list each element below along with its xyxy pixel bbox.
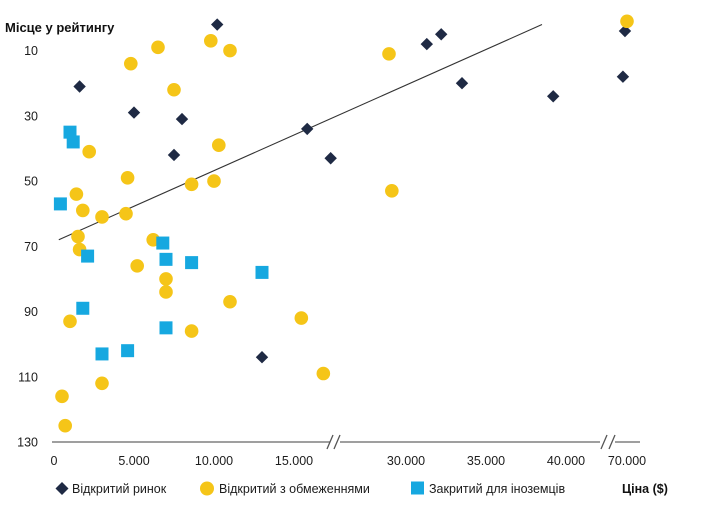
legend-label-closed: Закритий для іноземців <box>429 482 565 496</box>
point-open <box>420 37 433 51</box>
point-restricted <box>119 206 133 221</box>
point-restricted <box>159 272 173 286</box>
axis-break-mark-right <box>600 434 616 450</box>
point-open <box>73 80 86 93</box>
legend-diamond-icon <box>55 482 69 495</box>
point-closed <box>159 252 173 266</box>
point-restricted <box>124 56 138 71</box>
point-closed <box>66 135 80 149</box>
point-restricted <box>382 47 396 61</box>
point-restricted <box>207 174 221 188</box>
y-tick-label: 30 <box>24 109 38 123</box>
x-tick-label: 10.000 <box>195 454 233 468</box>
point-closed <box>255 265 269 279</box>
x-tick-label: 0 <box>51 454 58 468</box>
point-restricted <box>95 376 109 391</box>
x-tick-label: 5.000 <box>118 454 149 468</box>
point-open <box>455 77 469 90</box>
data-points <box>53 14 634 433</box>
legend-square-icon <box>411 481 424 495</box>
point-restricted <box>316 366 331 381</box>
point-closed <box>76 301 90 315</box>
point-restricted <box>385 184 399 198</box>
point-restricted <box>620 14 634 29</box>
point-restricted <box>82 144 96 159</box>
point-restricted <box>130 259 144 273</box>
point-restricted <box>63 314 77 329</box>
legend-circle-icon <box>200 481 214 496</box>
point-restricted <box>58 418 72 433</box>
point-restricted <box>151 40 165 55</box>
point-restricted <box>184 324 199 338</box>
point-open <box>324 152 337 165</box>
point-closed <box>95 347 109 361</box>
point-restricted <box>223 294 237 309</box>
point-closed <box>81 249 95 263</box>
y-axis-title: Місце у рейтингу <box>5 20 115 35</box>
x-tick-label: 35.000 <box>467 454 505 468</box>
point-restricted <box>204 34 218 48</box>
x-axis-ticks: 0 5.000 10.000 15.000 30.000 35.000 40.000 70.0… <box>51 454 647 468</box>
trend-line <box>58 24 543 241</box>
x-tick-label: 30.000 <box>387 454 425 468</box>
axis-break-mark <box>326 434 341 450</box>
y-tick-label: 50 <box>24 175 38 189</box>
x-axis-title: Ціна ($) <box>622 482 668 496</box>
point-closed <box>185 256 199 270</box>
point-restricted <box>184 177 199 192</box>
point-restricted <box>159 285 173 299</box>
point-closed <box>156 236 170 250</box>
point-restricted <box>95 210 109 224</box>
point-open <box>167 148 181 162</box>
point-open <box>616 70 630 83</box>
point-restricted <box>120 171 135 185</box>
point-open <box>435 28 448 41</box>
x-tick-label: 15.000 <box>275 454 313 468</box>
legend-label-restricted: Відкритий з обмеженнями <box>219 482 370 496</box>
point-open <box>175 112 189 126</box>
x-tick-label: 40.000 <box>547 454 585 468</box>
point-restricted <box>76 203 90 218</box>
y-axis-ticks: 10 30 50 70 90 110 130 <box>17 44 38 449</box>
point-restricted <box>167 82 181 97</box>
point-closed <box>63 125 77 139</box>
point-open <box>301 122 314 136</box>
point-restricted <box>294 311 309 325</box>
point-closed <box>159 321 173 335</box>
point-restricted <box>69 187 84 201</box>
point-restricted <box>223 43 237 58</box>
point-restricted <box>55 389 69 404</box>
point-open <box>211 18 224 31</box>
point-open <box>127 106 141 119</box>
y-tick-label: 70 <box>24 240 38 254</box>
point-closed <box>121 344 135 358</box>
point-closed <box>53 197 67 211</box>
point-restricted <box>212 138 226 152</box>
legend-label-open: Відкритий ринок <box>72 482 167 496</box>
y-tick-label: 130 <box>17 436 38 450</box>
point-open <box>547 90 560 103</box>
legend: Відкритий ринок Відкритий з обмеженнями … <box>55 481 668 496</box>
y-tick-label: 110 <box>18 370 38 384</box>
point-restricted <box>71 229 85 244</box>
x-tick-label: 70.000 <box>608 454 646 468</box>
point-open <box>255 351 269 364</box>
y-tick-label: 90 <box>24 305 38 319</box>
y-tick-label: 10 <box>24 44 38 58</box>
